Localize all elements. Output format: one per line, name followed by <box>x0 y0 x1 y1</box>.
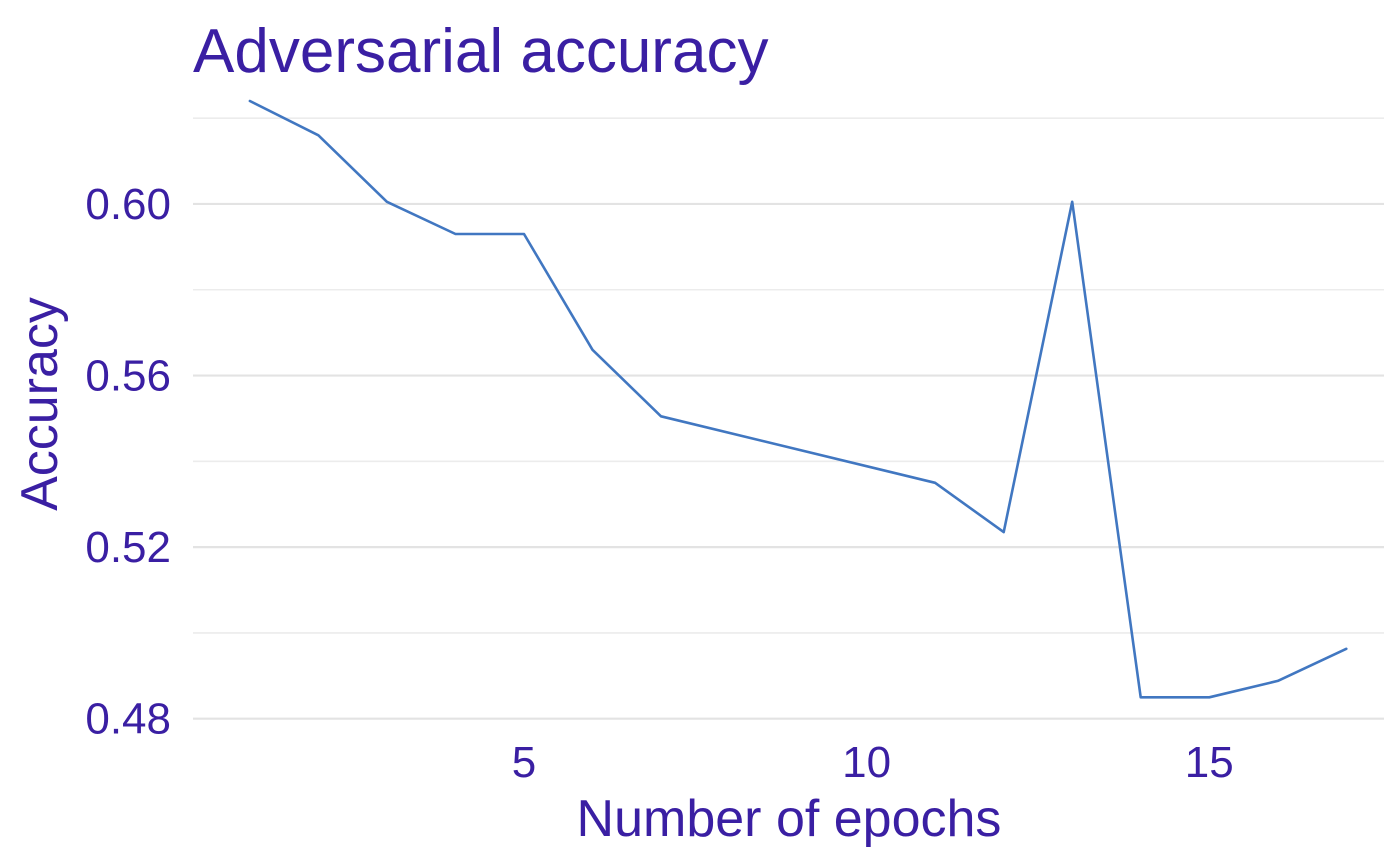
x-axis-title: Number of epochs <box>577 790 1002 848</box>
series-layer <box>248 99 1348 699</box>
y-tick-label: 0.56 <box>85 352 171 401</box>
y-tick-label: 0.48 <box>85 695 171 744</box>
grid-layer <box>193 117 1384 720</box>
x-tick-labels: 5 10 15 <box>512 738 1234 787</box>
x-tick-label: 5 <box>512 738 536 787</box>
y-tick-label: 0.52 <box>85 523 171 572</box>
chart-title: Adversarial accuracy <box>193 17 768 86</box>
y-axis-title: Accuracy <box>11 297 69 511</box>
series-line <box>248 99 1348 699</box>
x-tick-label: 15 <box>1185 738 1234 787</box>
y-tick-labels: 0.48 0.52 0.56 0.60 <box>85 180 171 744</box>
y-tick-label: 0.60 <box>85 180 171 229</box>
x-tick-label: 10 <box>842 738 891 787</box>
